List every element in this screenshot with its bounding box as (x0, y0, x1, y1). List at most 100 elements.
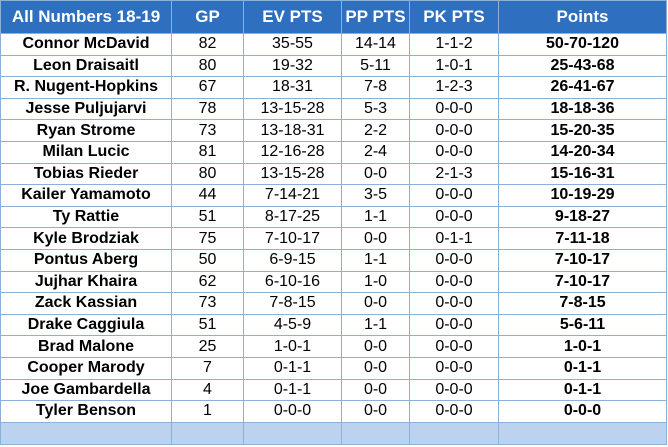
ev-pts-cell: 6-10-16 (243, 270, 342, 294)
pp-pts-cell: 0-0 (341, 292, 410, 315)
ev-pts-cell: 12-16-28 (243, 140, 342, 164)
pp-pts-cell: 1-0 (341, 270, 410, 294)
footer-cell (409, 421, 499, 445)
pp-pts-cell: 0-0 (341, 227, 410, 250)
points-cell: 10-19-29 (498, 184, 667, 207)
pp-pts-cell: 5-3 (341, 97, 410, 121)
ev-pts-cell: 13-18-31 (243, 119, 342, 142)
points-cell: 0-1-1 (498, 378, 667, 402)
player-name-cell: Ryan Strome (0, 119, 172, 142)
header-pk-pts: PK PTS (409, 0, 499, 34)
gp-cell: 62 (171, 270, 244, 294)
pk-pts-cell: 2-1-3 (409, 162, 499, 186)
table-row: Drake Caggiula 51 4-5-9 1-1 0-0-0 5-6-11 (0, 313, 667, 337)
gp-cell: 80 (171, 54, 244, 78)
player-name-cell: Connor McDavid (0, 33, 172, 56)
ev-pts-cell: 4-5-9 (243, 313, 342, 337)
table-row: Kyle Brodziak 75 7-10-17 0-0 0-1-1 7-11-18 (0, 227, 667, 250)
gp-cell: 25 (171, 335, 244, 358)
ev-pts-cell: 8-17-25 (243, 205, 342, 229)
ev-pts-cell: 18-31 (243, 76, 342, 99)
pk-pts-cell: 0-0-0 (409, 356, 499, 380)
header-ev-pts: EV PTS (243, 0, 342, 34)
footer-band (0, 421, 667, 445)
points-cell: 25-43-68 (498, 54, 667, 78)
points-cell: 7-10-17 (498, 248, 667, 272)
player-name-cell: Kyle Brodziak (0, 227, 172, 250)
pp-pts-cell: 7-8 (341, 76, 410, 99)
points-cell: 15-20-35 (498, 119, 667, 142)
player-name-cell: Joe Gambardella (0, 378, 172, 402)
ev-pts-cell: 35-55 (243, 33, 342, 56)
pp-pts-cell: 2-4 (341, 140, 410, 164)
header-points: Points (498, 0, 667, 34)
table-body: Connor McDavid 82 35-55 14-14 1-1-2 50-70-120… (0, 33, 667, 445)
gp-cell: 7 (171, 356, 244, 380)
ev-pts-cell: 0-0-0 (243, 400, 342, 423)
player-name-cell: Kailer Yamamoto (0, 184, 172, 207)
ev-pts-cell: 7-8-15 (243, 292, 342, 315)
footer-cell (243, 421, 342, 445)
player-name-cell: Milan Lucic (0, 140, 172, 164)
points-cell: 1-0-1 (498, 335, 667, 358)
points-cell: 7-8-15 (498, 292, 667, 315)
pk-pts-cell: 0-1-1 (409, 227, 499, 250)
pk-pts-cell: 1-1-2 (409, 33, 499, 56)
pp-pts-cell: 1-1 (341, 205, 410, 229)
table-row: Zack Kassian 73 7-8-15 0-0 0-0-0 7-8-15 (0, 292, 667, 315)
gp-cell: 80 (171, 162, 244, 186)
table-row: Pontus Aberg 50 6-9-15 1-1 0-0-0 7-10-17 (0, 248, 667, 272)
pk-pts-cell: 0-0-0 (409, 335, 499, 358)
header-player: All Numbers 18-19 (0, 0, 172, 34)
player-name-cell: Ty Rattie (0, 205, 172, 229)
player-name-cell: Pontus Aberg (0, 248, 172, 272)
footer-cell (171, 421, 244, 445)
pp-pts-cell: 0-0 (341, 378, 410, 402)
player-name-cell: Leon Draisaitl (0, 54, 172, 78)
gp-cell: 50 (171, 248, 244, 272)
pp-pts-cell: 0-0 (341, 356, 410, 380)
footer-cell (341, 421, 410, 445)
gp-cell: 67 (171, 76, 244, 99)
points-cell: 50-70-120 (498, 33, 667, 56)
table-row: Leon Draisaitl 80 19-32 5-11 1-0-1 25-43-68 (0, 54, 667, 78)
ev-pts-cell: 0-1-1 (243, 356, 342, 380)
pk-pts-cell: 0-0-0 (409, 97, 499, 121)
points-cell: 26-41-67 (498, 76, 667, 99)
points-cell: 5-6-11 (498, 313, 667, 337)
player-name-cell: Jesse Puljujarvi (0, 97, 172, 121)
player-name-cell: Drake Caggiula (0, 313, 172, 337)
header-gp: GP (171, 0, 244, 34)
table-row: R. Nugent-Hopkins 67 18-31 7-8 1-2-3 26-41-67 (0, 76, 667, 99)
header-pp-pts: PP PTS (341, 0, 410, 34)
table-row: Jujhar Khaira 62 6-10-16 1-0 0-0-0 7-10-17 (0, 270, 667, 294)
pk-pts-cell: 0-0-0 (409, 248, 499, 272)
player-name-cell: Tyler Benson (0, 400, 172, 423)
gp-cell: 73 (171, 119, 244, 142)
ev-pts-cell: 19-32 (243, 54, 342, 78)
table-row: Tobias Rieder 80 13-15-28 0-0 2-1-3 15-16-31 (0, 162, 667, 186)
points-cell: 0-0-0 (498, 400, 667, 423)
gp-cell: 78 (171, 97, 244, 121)
points-cell: 7-11-18 (498, 227, 667, 250)
footer-cell (498, 421, 667, 445)
points-cell: 14-20-34 (498, 140, 667, 164)
pp-pts-cell: 0-0 (341, 400, 410, 423)
table-row: Milan Lucic 81 12-16-28 2-4 0-0-0 14-20-34 (0, 140, 667, 164)
player-name-cell: Tobias Rieder (0, 162, 172, 186)
table-row: Tyler Benson 1 0-0-0 0-0 0-0-0 0-0-0 (0, 400, 667, 423)
table-row: Jesse Puljujarvi 78 13-15-28 5-3 0-0-0 18-18-… (0, 97, 667, 121)
gp-cell: 82 (171, 33, 244, 56)
points-cell: 0-1-1 (498, 356, 667, 380)
pp-pts-cell: 0-0 (341, 162, 410, 186)
player-name-cell: Zack Kassian (0, 292, 172, 315)
gp-cell: 75 (171, 227, 244, 250)
pk-pts-cell: 1-0-1 (409, 54, 499, 78)
pp-pts-cell: 5-11 (341, 54, 410, 78)
points-cell: 7-10-17 (498, 270, 667, 294)
footer-cell (0, 421, 172, 445)
pk-pts-cell: 1-2-3 (409, 76, 499, 99)
ev-pts-cell: 7-14-21 (243, 184, 342, 207)
gp-cell: 4 (171, 378, 244, 402)
